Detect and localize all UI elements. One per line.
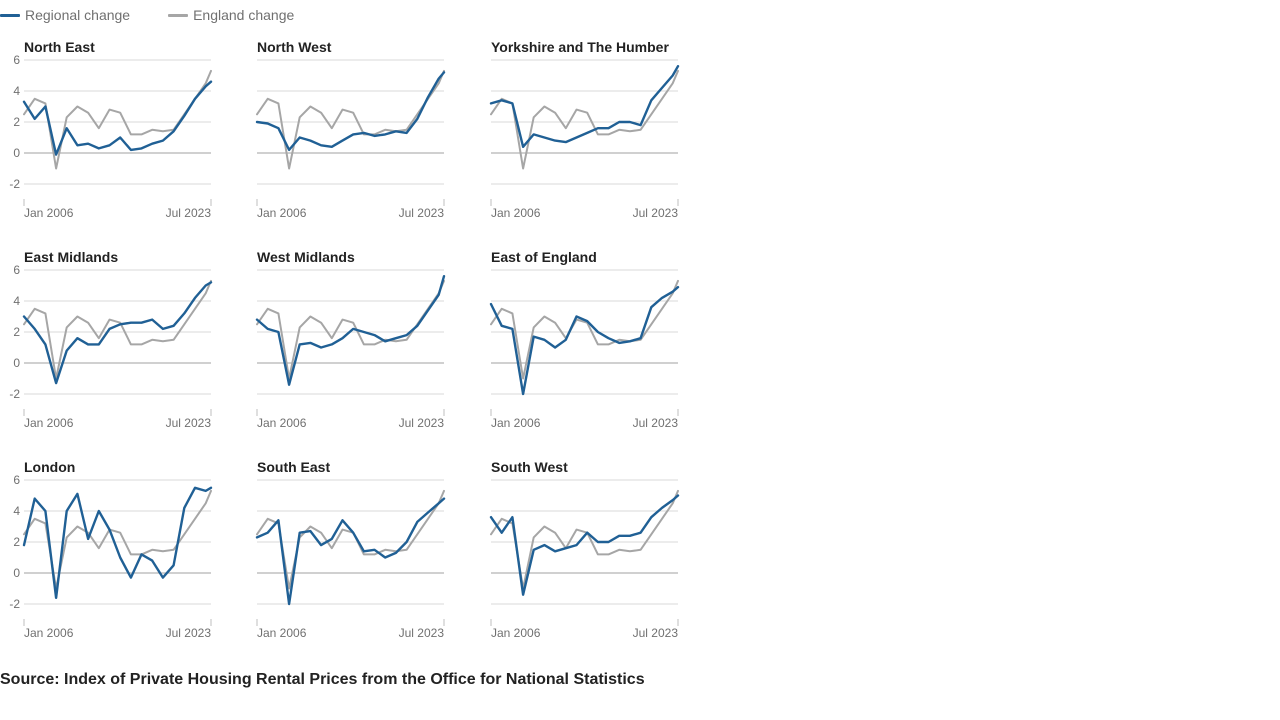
panel-title: East Midlands [24, 249, 118, 265]
x-tick-label: Jul 2023 [633, 416, 679, 430]
source-note: Source: Index of Private Housing Rental … [0, 671, 645, 688]
y-tick-label: 4 [13, 84, 20, 98]
y-tick-label: 6 [13, 473, 20, 487]
y-tick-label: -2 [9, 387, 20, 401]
panel-title: Yorkshire and The Humber [491, 39, 669, 55]
x-tick-label: Jul 2023 [166, 416, 212, 430]
legend-label-england: England change [193, 7, 295, 23]
y-tick-label: 4 [13, 294, 20, 308]
legend-item-regional: Regional change [0, 7, 130, 23]
legend-label-regional: Regional change [25, 7, 131, 23]
x-tick-label: Jan 2006 [24, 416, 74, 430]
y-tick-label: 0 [13, 356, 20, 370]
x-tick-label: Jan 2006 [24, 206, 74, 220]
y-tick-label: 0 [13, 146, 20, 160]
panel-yorkshire-and-the-humber: Yorkshire and The Humber Jan 2006 Jul 2023 [489, 39, 680, 220]
x-tick-label: Jan 2006 [257, 206, 307, 220]
panel-east-midlands: East Midlands 6 4 2 0 -2 Jan 2006 Jul 2023 [9, 249, 213, 430]
panel-south-east: South East Jan 2006 Jul 2023 [255, 459, 446, 640]
x-tick-label: Jan 2006 [257, 626, 307, 640]
x-tick-label: Jul 2023 [633, 626, 679, 640]
x-tick-label: Jul 2023 [166, 206, 212, 220]
x-tick-label: Jan 2006 [491, 206, 541, 220]
series-regional [489, 65, 680, 148]
panel-south-west: South West Jan 2006 Jul 2023 [489, 459, 680, 640]
panel-title: West Midlands [257, 249, 355, 265]
x-tick-label: Jul 2023 [399, 206, 445, 220]
x-tick-label: Jul 2023 [166, 626, 212, 640]
x-tick-label: Jul 2023 [399, 626, 445, 640]
panel-west-midlands: West Midlands Jan 2006 Jul 2023 [255, 249, 446, 430]
series-england [490, 69, 679, 170]
legend-swatch-england [168, 13, 189, 17]
panel-title: South East [257, 459, 330, 475]
y-tick-label: 0 [13, 566, 20, 580]
legend-item-england: England change [168, 7, 294, 23]
x-tick-label: Jan 2006 [257, 416, 307, 430]
y-tick-label: 2 [13, 535, 20, 549]
series-regional [255, 275, 446, 386]
y-tick-label: 2 [13, 325, 20, 339]
series-england [256, 69, 445, 170]
panel-north-east: North East 6 4 2 0 -2 Jan 2006 Jul 2023 [9, 39, 213, 220]
y-tick-label: -2 [9, 597, 20, 611]
series-regional [489, 494, 680, 596]
series-regional [489, 285, 680, 396]
x-tick-label: Jan 2006 [491, 416, 541, 430]
y-tick-label: 6 [13, 53, 20, 67]
y-tick-label: 6 [13, 263, 20, 277]
series-regional [22, 281, 213, 385]
series-regional [22, 486, 213, 599]
panel-title: South West [491, 459, 568, 475]
series-regional [255, 497, 446, 606]
series-regional [255, 71, 446, 152]
panel-london: London 6 4 2 0 -2 Jan 2006 Jul 2023 [9, 459, 213, 640]
panel-east-of-england: East of England Jan 2006 Jul 2023 [489, 249, 680, 430]
y-tick-label: 4 [13, 504, 20, 518]
series-england [23, 279, 212, 380]
series-regional [22, 80, 213, 156]
panel-title: North West [257, 39, 332, 55]
x-tick-label: Jan 2006 [24, 626, 74, 640]
chart-legend: Regional change England change [0, 4, 332, 26]
y-tick-label: 2 [13, 115, 20, 129]
panel-north-west: North West Jan 2006 Jul 2023 [255, 39, 446, 220]
x-tick-label: Jan 2006 [491, 626, 541, 640]
legend-swatch-regional [0, 13, 20, 17]
x-tick-label: Jul 2023 [633, 206, 679, 220]
x-tick-label: Jul 2023 [399, 416, 445, 430]
panel-title: North East [24, 39, 95, 55]
panel-title: East of England [491, 249, 597, 265]
panel-title: London [24, 459, 75, 475]
y-tick-label: -2 [9, 177, 20, 191]
